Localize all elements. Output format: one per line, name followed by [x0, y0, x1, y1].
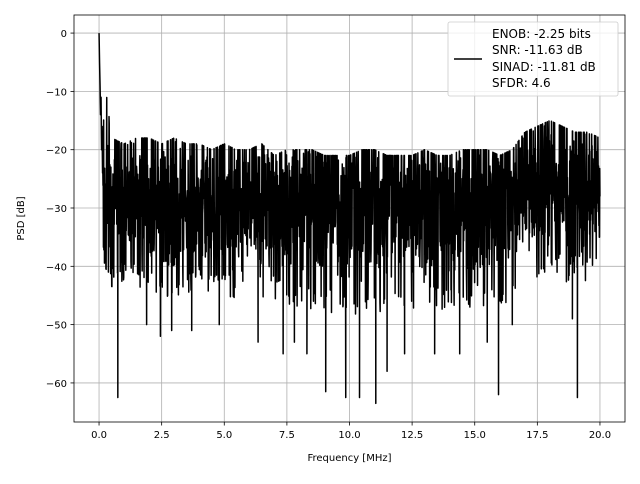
y-axis-ticks: 0 −10 −20 −30 −40 −50 −60	[46, 29, 74, 390]
x-tick-label: 0.0	[91, 430, 107, 441]
y-tick-label: −60	[46, 379, 67, 390]
legend-snr: SNR: -11.63 dB	[492, 43, 583, 57]
x-tick-label: 10.0	[338, 430, 360, 441]
legend-sinad: SINAD: -11.81 dB	[492, 60, 596, 74]
legend-enob: ENOB: -2.25 bits	[492, 27, 591, 41]
legend: ENOB: -2.25 bits SNR: -11.63 dB SINAD: -…	[447, 21, 619, 97]
y-tick-label: 0	[61, 29, 67, 40]
x-tick-label: 12.5	[401, 430, 423, 441]
x-tick-label: 20.0	[589, 430, 611, 441]
y-tick-label: −40	[46, 262, 67, 273]
y-tick-label: −50	[46, 321, 67, 332]
y-tick-label: −20	[46, 146, 67, 157]
x-axis-label: Frequency [MHz]	[307, 453, 391, 464]
y-tick-label: −10	[46, 87, 67, 98]
y-axis-label: PSD [dB]	[16, 196, 27, 240]
x-tick-label: 15.0	[464, 430, 486, 441]
x-tick-label: 7.5	[279, 430, 295, 441]
legend-box	[447, 21, 619, 97]
x-tick-label: 5.0	[216, 430, 232, 441]
psd-series-line	[98, 33, 601, 405]
x-axis-ticks: 0.0 2.5 5.0 7.5 10.0 12.5 15.0 17.5 20.0	[91, 422, 611, 441]
legend-sfdr: SFDR: 4.6	[492, 76, 551, 90]
y-tick-label: −30	[46, 204, 67, 215]
x-tick-label: 2.5	[154, 430, 170, 441]
x-tick-label: 17.5	[526, 430, 548, 441]
